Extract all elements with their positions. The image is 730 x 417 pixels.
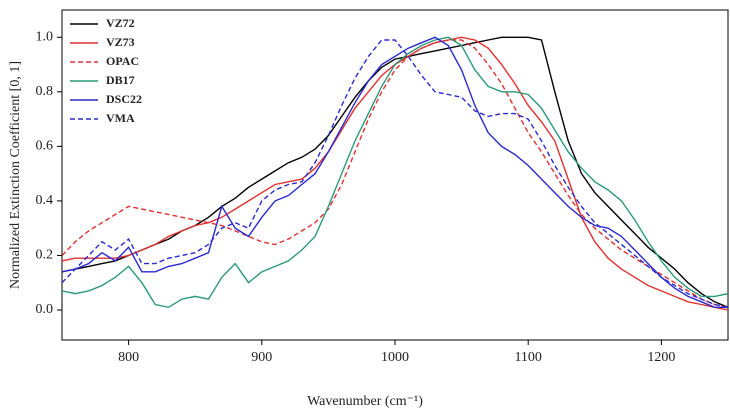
- y-tick-label: 1.0: [36, 29, 54, 44]
- legend-label: VMA: [106, 111, 135, 125]
- series-line: [62, 36, 728, 308]
- y-tick-label: 0.2: [36, 248, 54, 263]
- y-tick-label: 0.8: [36, 84, 54, 99]
- x-tick-label: 800: [118, 350, 139, 365]
- y-tick-label: 0.6: [36, 139, 54, 154]
- legend-label: VZ73: [106, 35, 135, 49]
- legend-label: VZ72: [106, 16, 135, 30]
- legend-label: DSC22: [106, 92, 142, 106]
- x-axis-label: Wavenumber (cm⁻¹): [307, 394, 423, 409]
- series-line: [62, 36, 728, 309]
- series-line: [62, 39, 728, 308]
- x-tick-label: 1100: [514, 350, 541, 365]
- y-tick-label: 0.4: [36, 193, 54, 208]
- y-tick-label: 0.0: [36, 302, 54, 317]
- x-tick-label: 1200: [647, 350, 675, 365]
- y-axis-label: Normalized Extinction Coefficient [0, 1]: [8, 61, 23, 289]
- series-line: [62, 36, 728, 308]
- legend-label: DB17: [106, 73, 135, 87]
- x-tick-label: 900: [251, 350, 272, 365]
- x-tick-label: 1000: [381, 350, 409, 365]
- series-line: [62, 39, 728, 308]
- legend-label: OPAC: [106, 54, 139, 68]
